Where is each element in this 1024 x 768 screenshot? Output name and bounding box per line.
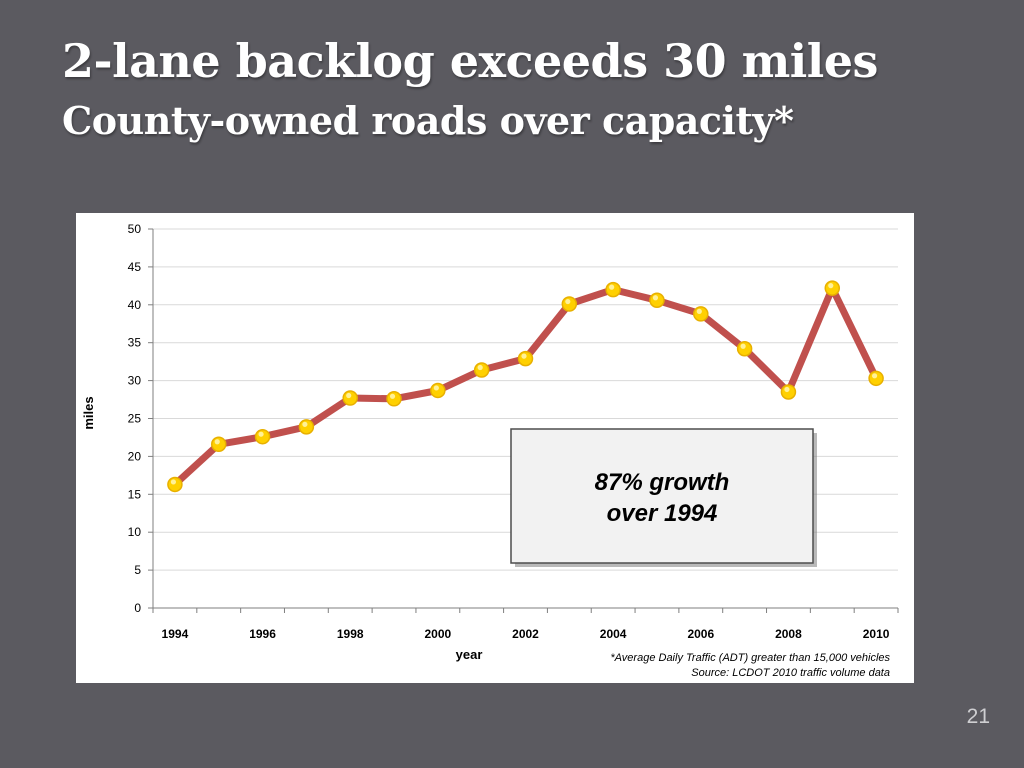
data-point [254,428,271,445]
callout-line-2: over 1994 [607,500,718,527]
data-point [167,476,183,493]
data-point-highlight [346,392,352,399]
data-point-highlight [609,284,615,290]
x-tick-label: 2010 [863,627,890,641]
y-tick-label: 20 [128,449,142,463]
data-point [649,292,665,309]
y-tick-label: 45 [128,260,142,274]
y-tick-label: 5 [134,563,141,577]
x-tick-label: 2008 [775,627,802,641]
data-point [736,341,753,357]
data-point-highlight [477,364,483,371]
data-point [430,382,446,399]
y-tick-label: 0 [134,601,141,615]
data-point [868,370,884,387]
gridlines [153,228,898,571]
data-point [824,280,841,296]
x-tick-label: 2000 [425,627,452,641]
data-point [780,384,797,400]
x-tick-label: 1994 [162,627,189,641]
data-point-highlight [740,343,746,349]
data-point [517,350,534,367]
data-point [210,436,227,453]
x-tick-label: 2006 [687,627,714,641]
data-point-highlight [784,386,790,393]
data-point [693,306,709,322]
slide-subtitle: County-owned roads over capacity* [62,98,794,143]
y-tick-label: 10 [128,525,142,539]
page-number: 21 [966,705,990,728]
source-note: Source: LCDOT 2010 traffic volume data [691,667,890,679]
data-point-highlight [170,479,177,485]
series-markers [167,280,884,493]
data-point-highlight [871,373,878,379]
y-axis-ticks: 0 5 10 15 20 25 30 35 40 45 50 [128,222,153,615]
data-point-highlight [521,353,527,359]
data-point [473,362,490,378]
y-tick-label: 30 [128,374,142,388]
data-point-highlight [696,308,702,314]
x-tick-label: 1996 [249,627,276,641]
data-point-highlight [433,385,439,391]
chart-panel: 0 5 10 15 20 25 30 35 40 45 50 1994 1996 1998 2000 200… [76,213,914,683]
data-point-highlight [258,431,264,437]
data-point-highlight [214,439,220,445]
y-axis-label: miles [81,396,96,429]
data-point [342,390,358,406]
y-tick-label: 35 [128,336,142,350]
y-tick-label: 25 [128,412,142,426]
x-tick-label: 1998 [337,627,364,641]
data-point [561,296,578,312]
callout-line-1: 87% growth [595,469,730,496]
x-axis-label: year [456,647,483,662]
data-point-highlight [389,393,396,399]
x-tick-label: 2002 [512,627,539,641]
data-point-highlight [302,421,308,427]
footnote: *Average Daily Traffic (ADT) greater tha… [610,652,890,664]
data-point-highlight [565,298,571,305]
callout-box: 87% growth over 1994 [510,428,817,567]
x-axis-ticks: 1994 1996 1998 2000 2002 2004 2006 2008 2010 [152,608,899,641]
slide-title: 2-lane backlog exceeds 30 miles [62,34,878,88]
line-chart: 0 5 10 15 20 25 30 35 40 45 50 1994 1996 1998 2000 200… [81,222,899,679]
data-point [605,281,621,298]
data-point [298,419,315,435]
data-point-highlight [652,295,659,301]
data-point [386,391,402,407]
y-tick-label: 40 [128,298,142,312]
y-tick-label: 15 [128,487,142,501]
data-point-highlight [828,283,834,289]
y-tick-label: 50 [128,222,142,236]
x-tick-label: 2004 [600,627,627,641]
